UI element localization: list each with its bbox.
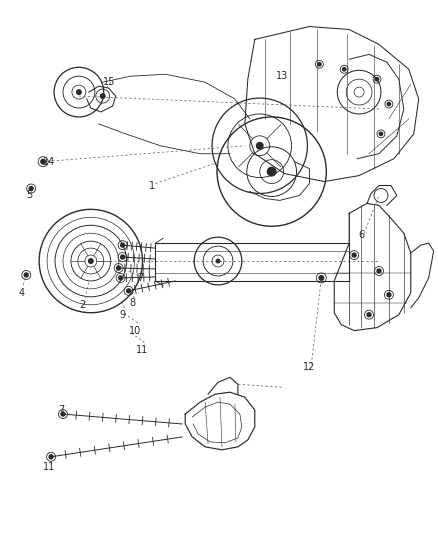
- Text: 11: 11: [43, 462, 55, 472]
- Text: 4: 4: [18, 288, 25, 298]
- Circle shape: [318, 275, 324, 281]
- Text: 7: 7: [58, 405, 64, 415]
- Circle shape: [88, 258, 94, 264]
- Circle shape: [215, 259, 220, 263]
- Circle shape: [24, 272, 29, 278]
- Circle shape: [366, 312, 372, 317]
- Text: 7: 7: [138, 273, 144, 283]
- Text: 14: 14: [43, 157, 55, 167]
- Circle shape: [267, 167, 277, 176]
- Circle shape: [351, 253, 357, 258]
- Text: 9: 9: [120, 310, 126, 320]
- Circle shape: [28, 186, 34, 191]
- Circle shape: [386, 292, 392, 297]
- Circle shape: [116, 265, 121, 271]
- Circle shape: [100, 93, 106, 99]
- Text: 6: 6: [358, 230, 364, 240]
- Circle shape: [48, 454, 54, 459]
- Circle shape: [120, 254, 125, 260]
- Circle shape: [40, 159, 46, 165]
- Circle shape: [378, 132, 383, 136]
- Text: 2: 2: [80, 300, 86, 310]
- Circle shape: [120, 243, 125, 248]
- Text: 8: 8: [130, 298, 136, 308]
- Text: 13: 13: [276, 71, 288, 81]
- Text: 11: 11: [136, 345, 148, 356]
- Text: 5: 5: [26, 190, 32, 200]
- Circle shape: [76, 89, 82, 95]
- Circle shape: [256, 142, 264, 150]
- Circle shape: [126, 288, 131, 294]
- Circle shape: [342, 67, 346, 71]
- Circle shape: [60, 411, 66, 417]
- Circle shape: [386, 102, 391, 107]
- Text: 10: 10: [129, 326, 141, 336]
- Circle shape: [317, 62, 322, 67]
- Circle shape: [376, 268, 381, 273]
- Text: 12: 12: [303, 362, 316, 373]
- Circle shape: [118, 275, 124, 280]
- Text: 1: 1: [149, 181, 155, 190]
- Text: 15: 15: [102, 77, 115, 87]
- Circle shape: [374, 77, 379, 82]
